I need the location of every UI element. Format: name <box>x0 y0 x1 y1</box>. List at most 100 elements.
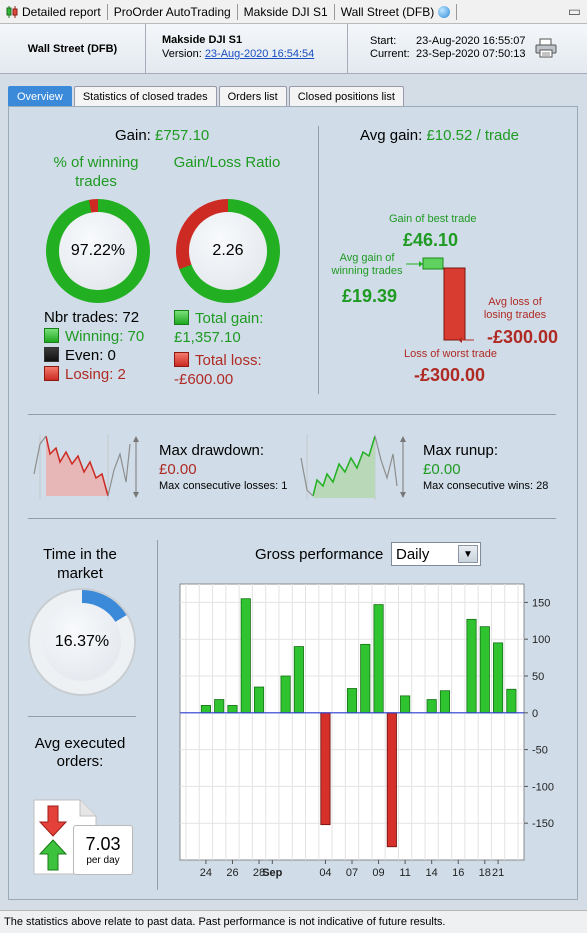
total-gain: Total gain: £1,357.10 <box>174 309 263 347</box>
chart-x-tick-label: 09 <box>372 867 384 879</box>
current-value: 23-Sep-2020 07:50:13 <box>416 48 526 60</box>
chart-bar <box>386 712 397 848</box>
sell-arrow-icon <box>38 805 68 837</box>
avg-trades-bars <box>406 257 474 343</box>
gain-summary: Gain: £757.10 <box>115 127 209 144</box>
time-in-market-donut: 16.37% <box>30 590 134 694</box>
even-legend: Even: 0 <box>44 347 116 364</box>
even-swatch <box>44 347 59 362</box>
tab-statistics-closed-trades[interactable]: Statistics of closed trades <box>73 86 217 106</box>
period-select[interactable]: Daily ▼ <box>391 542 481 566</box>
total-gain-label: Total gain: <box>195 310 264 327</box>
chart-bar <box>479 626 490 714</box>
pct-winning-value: 97.22% <box>59 212 137 290</box>
chart-x-tick-label: 24 <box>200 867 212 879</box>
max-runup-label: Max runup: <box>423 442 499 459</box>
buy-arrow-icon <box>38 839 68 871</box>
section-divider-vertical-2 <box>157 540 158 890</box>
chart-bar <box>346 688 358 714</box>
chart-bar <box>200 705 211 714</box>
worst-trade-label: Loss of worst trade <box>404 348 497 360</box>
total-loss-label: Total loss: <box>195 352 262 369</box>
close-icon[interactable]: ▭ <box>567 3 581 19</box>
chart-x-tick-label: 16 <box>452 867 464 879</box>
runup-mini-chart <box>300 434 406 500</box>
chart-y-tick-label: -100 <box>532 781 554 793</box>
system-name: Makside DJI S1 <box>162 34 243 46</box>
chart-bar <box>426 699 437 714</box>
tab-closed-positions-list[interactable]: Closed positions list <box>288 86 404 106</box>
globe-icon <box>438 5 451 18</box>
candlestick-icon <box>6 5 18 18</box>
winning-count: Winning: 70 <box>65 328 145 345</box>
total-loss-swatch <box>174 352 189 367</box>
avg-winning-value: £19.39 <box>342 286 398 306</box>
best-trade-value: £46.10 <box>403 230 459 250</box>
max-consec-wins: Max consecutive wins: 28 <box>423 480 549 492</box>
start-value: 23-Aug-2020 16:55:07 <box>416 35 526 47</box>
titlebar-report-label: Detailed report <box>22 4 101 19</box>
avg-losing-arrowhead <box>458 337 462 343</box>
section-divider-2 <box>28 518 556 519</box>
losing-count: Losing: 2 <box>65 366 126 383</box>
total-loss: Total loss: -£600.00 <box>174 351 262 389</box>
gain-value: £757.10 <box>155 127 210 144</box>
chart-bar <box>214 699 225 714</box>
titlebar-item-report[interactable]: Detailed report <box>0 3 108 20</box>
chart-bar <box>253 686 265 714</box>
instrument-name: Wall Street (DFB) <box>0 24 146 74</box>
printer-icon[interactable] <box>535 38 557 58</box>
chart-x-tick-label: 18 <box>479 867 491 879</box>
max-consec-losses: Max consecutive losses: 1 <box>159 480 288 492</box>
titlebar-item-system[interactable]: Makside DJI S1 <box>238 3 335 20</box>
titlebar-item-proorder[interactable]: ProOrder AutoTrading <box>108 3 238 20</box>
avg-orders-title: Avg executed orders: <box>34 735 126 770</box>
tab-overview[interactable]: Overview <box>8 86 72 106</box>
version-link[interactable]: 23-Aug-2020 16:54:54 <box>204 48 315 60</box>
tab-orders-list[interactable]: Orders list <box>218 86 287 106</box>
winning-legend: Winning: 70 <box>44 328 144 345</box>
chart-x-tick-label: 07 <box>346 867 358 879</box>
disclaimer: The statistics above relate to past data… <box>0 910 587 933</box>
chart-bar <box>373 604 384 714</box>
chart-bar <box>227 705 238 714</box>
system-info: Makside DJI S1 Version: 23-Aug-2020 16:5… <box>162 34 314 60</box>
section-divider-vertical <box>318 126 319 394</box>
chart-x-tick-label: Sep <box>262 867 282 879</box>
gain-loss-donut: 2.26 <box>176 199 280 303</box>
section-divider-1 <box>28 414 556 415</box>
chart-bar <box>493 642 504 714</box>
titlebar-item-instrument[interactable]: Wall Street (DFB) <box>335 3 458 20</box>
chart-x-tick-label: 21 <box>492 867 504 879</box>
avg-orders-value: 7.03 <box>85 834 121 854</box>
even-count: Even: 0 <box>65 347 116 364</box>
winning-swatch <box>44 328 59 343</box>
report-tabs: Overview Statistics of closed trades Ord… <box>8 86 406 106</box>
worst-trade-value: -£300.00 <box>414 365 486 385</box>
date-info: Start: 23-Aug-2020 16:55:07 Current: 23-Se… <box>347 24 525 74</box>
chart-y-tick-label: -50 <box>532 745 548 757</box>
chart-bar <box>293 646 304 714</box>
chart-x-tick-label: 28 <box>253 867 265 879</box>
losing-swatch <box>44 366 59 381</box>
max-drawdown-value: £0.00 <box>159 461 197 478</box>
current-label: Current: <box>370 48 410 60</box>
disclaimer-text: The statistics above relate to past data… <box>4 916 446 928</box>
avg-losing-value: -£300.00 <box>487 327 559 347</box>
chevron-down-icon[interactable]: ▼ <box>458 545 478 563</box>
chart-x-tick-label: 26 <box>226 867 238 879</box>
report-header: Wall Street (DFB) Makside DJI S1 Version… <box>0 24 587 74</box>
gain-label: Gain: <box>115 127 151 144</box>
avg-winning-bar <box>422 257 444 270</box>
chart-bar <box>360 643 371 714</box>
chart-bar <box>506 688 517 714</box>
chart-y-tick-label: 100 <box>532 634 550 646</box>
avg-gain-summary: Avg gain: £10.52 / trade <box>360 127 519 144</box>
max-runup-value: £0.00 <box>423 461 461 478</box>
chart-x-tick-label: 04 <box>319 867 331 879</box>
total-gain-value: £1,357.10 <box>174 329 241 346</box>
avg-orders-box: 7.03 per day <box>73 825 133 875</box>
titlebar-system-label: Makside DJI S1 <box>243 4 328 19</box>
total-loss-value: -£600.00 <box>174 371 234 388</box>
